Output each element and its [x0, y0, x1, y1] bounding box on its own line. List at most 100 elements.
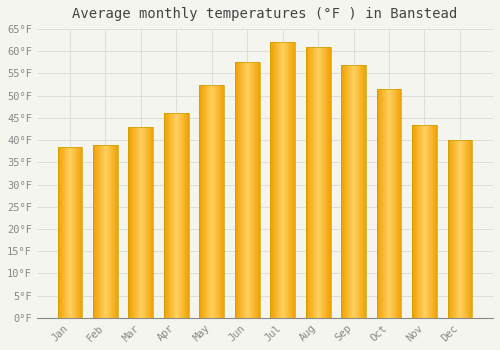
Bar — [216, 85, 218, 318]
Bar — [307, 47, 308, 318]
Bar — [344, 65, 345, 318]
Bar — [376, 89, 402, 318]
Bar — [211, 85, 212, 318]
Bar — [144, 127, 145, 318]
Bar — [412, 125, 437, 318]
Bar — [170, 113, 172, 318]
Bar — [395, 89, 396, 318]
Bar — [77, 147, 78, 318]
Bar — [102, 145, 103, 318]
Bar — [420, 125, 422, 318]
Bar — [422, 125, 423, 318]
Bar — [175, 113, 176, 318]
Bar — [117, 145, 118, 318]
Bar — [73, 147, 74, 318]
Bar — [458, 140, 460, 318]
Bar — [213, 85, 214, 318]
Bar — [452, 140, 453, 318]
Bar — [202, 85, 203, 318]
Bar — [186, 113, 187, 318]
Bar — [324, 47, 325, 318]
Bar — [414, 125, 415, 318]
Bar — [167, 113, 168, 318]
Bar — [250, 62, 251, 318]
Bar — [455, 140, 456, 318]
Bar — [81, 147, 82, 318]
Bar — [146, 127, 147, 318]
Bar — [187, 113, 188, 318]
Bar — [391, 89, 392, 318]
Bar — [466, 140, 468, 318]
Bar — [272, 42, 274, 318]
Bar — [183, 113, 184, 318]
Bar — [249, 62, 250, 318]
Bar — [389, 89, 390, 318]
Bar — [327, 47, 328, 318]
Bar — [95, 145, 96, 318]
Bar — [180, 113, 182, 318]
Bar — [106, 145, 108, 318]
Bar — [271, 42, 272, 318]
Bar — [379, 89, 380, 318]
Bar — [362, 65, 363, 318]
Bar — [318, 47, 320, 318]
Bar — [462, 140, 463, 318]
Bar — [418, 125, 419, 318]
Bar — [206, 85, 207, 318]
Bar — [284, 42, 285, 318]
Bar — [131, 127, 132, 318]
Bar — [450, 140, 451, 318]
Bar — [279, 42, 280, 318]
Bar — [430, 125, 432, 318]
Bar — [341, 65, 366, 318]
Bar — [463, 140, 464, 318]
Bar — [322, 47, 323, 318]
Bar — [278, 42, 279, 318]
Bar — [59, 147, 60, 318]
Bar — [108, 145, 109, 318]
Bar — [388, 89, 389, 318]
Bar — [243, 62, 244, 318]
Bar — [74, 147, 75, 318]
Bar — [396, 89, 397, 318]
Bar — [101, 145, 102, 318]
Bar — [323, 47, 324, 318]
Bar — [71, 147, 72, 318]
Bar — [58, 147, 59, 318]
Bar — [352, 65, 353, 318]
Bar — [288, 42, 289, 318]
Bar — [453, 140, 454, 318]
Bar — [100, 145, 101, 318]
Bar — [468, 140, 469, 318]
Bar — [207, 85, 208, 318]
Bar — [253, 62, 254, 318]
Bar — [111, 145, 112, 318]
Bar — [150, 127, 151, 318]
Bar — [351, 65, 352, 318]
Bar — [70, 147, 71, 318]
Bar — [326, 47, 327, 318]
Bar — [248, 62, 249, 318]
Bar — [423, 125, 424, 318]
Bar — [134, 127, 136, 318]
Bar — [110, 145, 111, 318]
Bar — [218, 85, 219, 318]
Bar — [132, 127, 133, 318]
Bar — [383, 89, 384, 318]
Bar — [417, 125, 418, 318]
Bar — [428, 125, 429, 318]
Bar — [247, 62, 248, 318]
Bar — [179, 113, 180, 318]
Bar — [169, 113, 170, 318]
Bar — [282, 42, 284, 318]
Bar — [93, 145, 118, 318]
Bar — [398, 89, 399, 318]
Bar — [112, 145, 113, 318]
Bar — [96, 145, 98, 318]
Bar — [353, 65, 354, 318]
Bar — [429, 125, 430, 318]
Bar — [116, 145, 117, 318]
Bar — [76, 147, 77, 318]
Bar — [289, 42, 290, 318]
Bar — [128, 127, 154, 318]
